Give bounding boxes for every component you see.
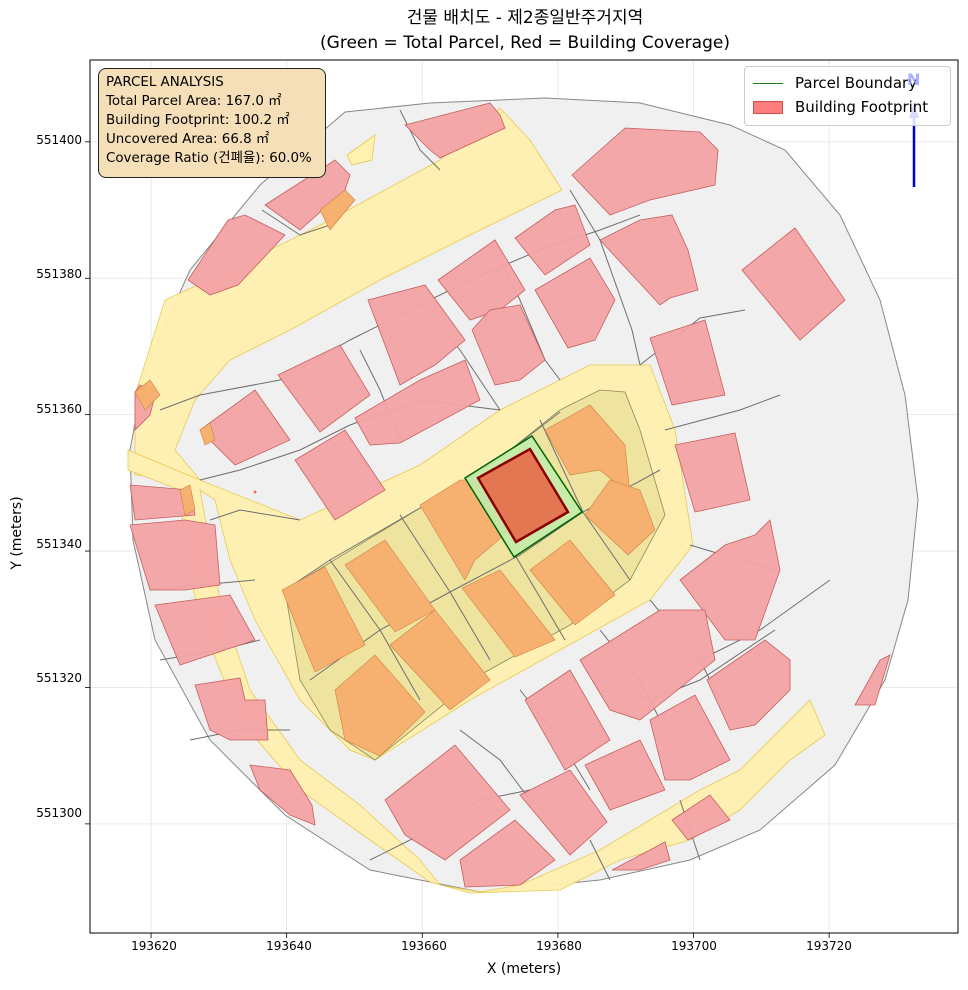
y-tick-label: 551300 [36, 806, 82, 820]
legend-patch-swatch [753, 100, 783, 114]
x-tick-label: 193620 [131, 939, 177, 953]
north-label: N [907, 70, 921, 89]
info-coverage: Coverage Ratio (건폐율): 60.0% [106, 151, 312, 166]
x-tick-label: 193680 [536, 939, 582, 953]
y-tick-label: 551340 [36, 537, 82, 551]
target-building-footprint [476, 447, 570, 544]
legend-label-parcel: Parcel Boundary [795, 74, 918, 92]
info-total-area: Total Parcel Area: 167.0 ㎡ [106, 94, 282, 109]
legend: Parcel Boundary Building Footprint [744, 66, 951, 126]
x-tick-label: 193660 [401, 939, 447, 953]
x-tick-label: 193700 [671, 939, 717, 953]
y-tick-label: 551320 [36, 671, 82, 685]
y-axis-label: Y (meters) [9, 496, 25, 570]
legend-label-building: Building Footprint [795, 98, 929, 116]
chart-subtitle: (Green = Total Parcel, Red = Building Co… [320, 33, 730, 53]
legend-item-parcel: Parcel Boundary [753, 72, 917, 94]
info-uncovered: Uncovered Area: 66.8 ㎡ [106, 132, 270, 147]
y-tick-label: 551380 [36, 267, 82, 281]
y-tick-label: 551360 [36, 402, 82, 416]
road-upper-stub [346, 134, 376, 166]
x-tick-label: 193640 [266, 939, 312, 953]
y-tick-label: 551400 [36, 133, 82, 147]
legend-line-swatch [753, 82, 783, 84]
info-heading: PARCEL ANALYSIS [106, 75, 224, 90]
point-marker [253, 490, 257, 494]
info-footprint: Building Footprint: 100.2 ㎡ [106, 113, 290, 128]
x-tick-label: 193720 [806, 939, 852, 953]
road-upper-band [134, 107, 563, 481]
neighbor-buildings [129, 102, 891, 888]
tick-marks [85, 141, 830, 938]
x-axis-label: X (meters) [486, 961, 562, 977]
axes-frame [89, 59, 959, 934]
chart-title: 건물 배치도 - 제2종일반주거지역 [406, 8, 644, 28]
parcel-analysis-box: PARCEL ANALYSIS Total Parcel Area: 167.0… [98, 68, 326, 178]
legend-item-building: Building Footprint [753, 96, 928, 118]
